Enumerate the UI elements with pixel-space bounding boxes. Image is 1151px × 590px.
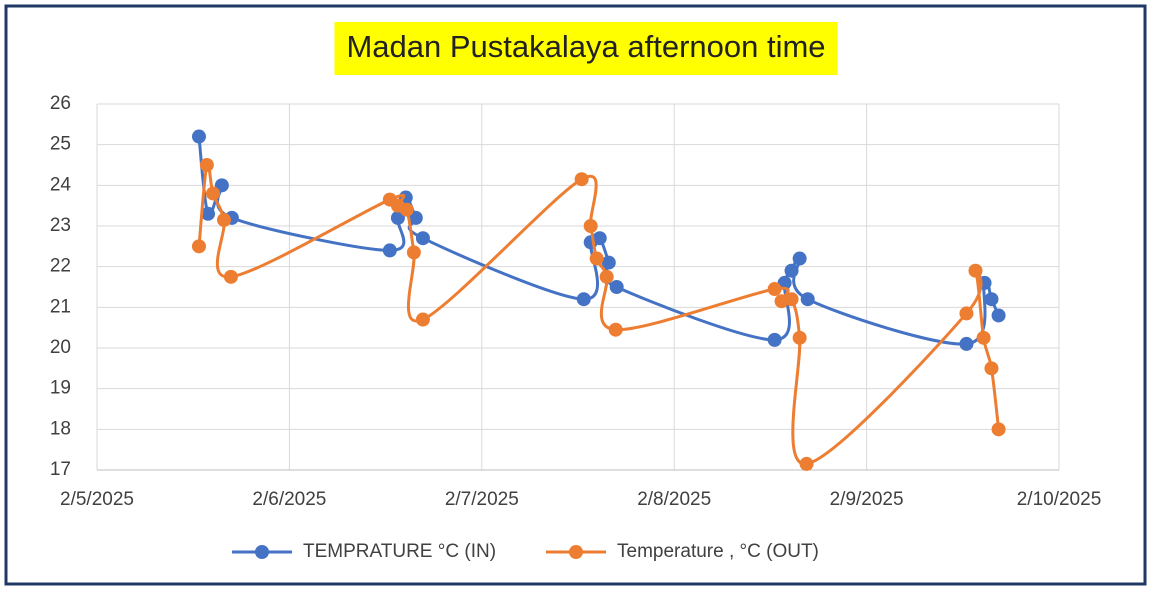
point [382,243,397,258]
point [199,158,214,172]
title-highlight [334,22,838,75]
legend-marker [255,545,269,559]
point [792,251,807,266]
y-tick-label: 19 [50,378,71,399]
point [608,322,623,337]
point [390,210,405,225]
y-tick-label: 17 [50,459,71,480]
point [415,312,430,327]
point [609,280,624,294]
point [206,186,221,201]
y-tick-label: 20 [50,337,71,358]
point [984,292,999,307]
point [601,255,616,270]
point [800,292,815,307]
x-tick-label: 2/6/2025 [252,489,326,510]
y-tick-label: 24 [50,174,72,195]
point [214,178,229,193]
x-tick-label: 2/5/2025 [60,489,134,510]
point [191,129,206,144]
point [589,251,604,266]
x-tick-label: 2/10/2025 [1017,489,1102,510]
point [799,456,814,471]
point [784,263,799,278]
y-tick-label: 26 [50,93,71,114]
point [201,206,216,221]
point [576,292,591,307]
point [574,172,589,187]
point [767,282,782,297]
point [583,219,598,233]
point [984,361,999,376]
point [959,336,974,351]
point [991,308,1006,323]
y-tick-label: 23 [50,215,71,236]
y-tick-label: 21 [50,296,71,317]
point [777,275,792,290]
y-tick-label: 22 [50,256,71,277]
x-tick-label: 2/8/2025 [637,489,711,510]
point [792,330,807,345]
y-tick-label: 25 [50,134,71,155]
point [599,269,614,284]
point [592,231,607,246]
point [767,332,782,347]
point [399,202,414,217]
x-tick-label: 2/7/2025 [445,489,519,510]
y-tick-label: 18 [50,418,71,439]
point [408,210,423,225]
point [959,306,974,321]
point [415,231,430,246]
point [223,269,238,284]
point [406,245,421,260]
x-tick-label: 2/9/2025 [830,489,904,510]
point [216,212,231,227]
point [976,330,991,345]
legend-label: TEMPRATURE °C (IN) [303,541,496,562]
point [191,239,206,254]
chart-title: Madan Pustakalaya afternoon time [346,29,825,64]
frame [4,4,1147,586]
point [968,263,983,278]
legend-marker [569,545,584,559]
point [991,422,1006,437]
legend-label: Temperature , °C (OUT) [617,541,819,562]
point [784,292,799,307]
